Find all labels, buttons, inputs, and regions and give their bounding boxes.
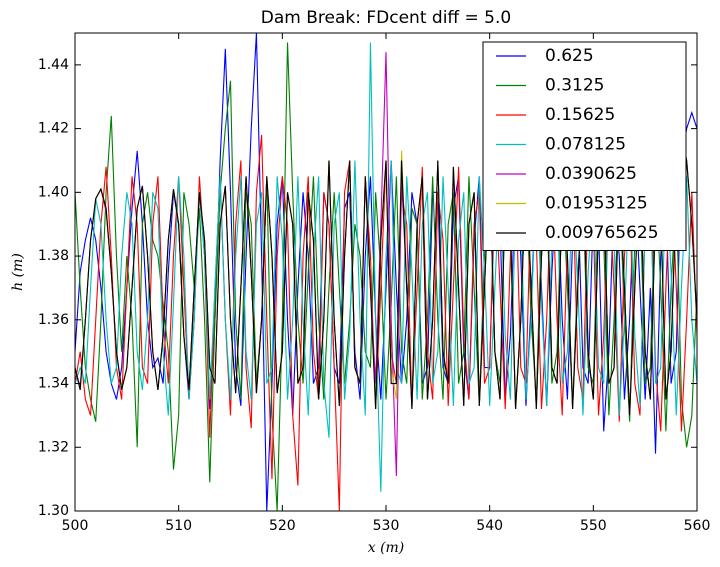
x-tick-label: 560: [684, 518, 711, 534]
legend: 0.625 0.3125 0.15625 0.078125 0.0390625 0.019…: [482, 41, 687, 251]
legend-label: 0.0390625: [545, 164, 637, 184]
x-tick-label: 550: [580, 518, 607, 534]
y-tick-label: 1.38: [38, 248, 69, 264]
plot-lines: [75, 33, 697, 511]
y-tick-label: 1.36: [38, 312, 69, 328]
legend-box: [482, 41, 687, 251]
chart-title: Dam Break: FDcent diff = 5.0: [261, 8, 511, 28]
y-tick-label: 1.32: [38, 439, 69, 455]
y-tick-label: 1.30: [38, 503, 69, 519]
y-axis-label: h (m): [10, 253, 26, 291]
legend-label: 0.01953125: [545, 194, 648, 214]
x-tick-label: 500: [62, 518, 89, 534]
series-line: [75, 131, 697, 416]
y-tick-label: 1.40: [38, 184, 69, 200]
x-tick-label: 510: [165, 518, 192, 534]
y-tick-label: 1.34: [38, 376, 69, 392]
legend-label: 0.15625: [545, 105, 615, 125]
x-tick-label: 540: [476, 518, 503, 534]
y-tick-label: 1.42: [38, 121, 69, 137]
x-tick-label: 530: [373, 518, 400, 534]
x-tick-label: 520: [269, 518, 296, 534]
x-axis-label: x (m): [368, 540, 405, 556]
legend-label: 0.078125: [545, 135, 626, 155]
legend-label: 0.009765625: [545, 223, 659, 243]
y-tick-label: 1.44: [38, 57, 69, 73]
legend-label: 0.3125: [545, 76, 604, 96]
legend-label: 0.625: [545, 46, 594, 66]
